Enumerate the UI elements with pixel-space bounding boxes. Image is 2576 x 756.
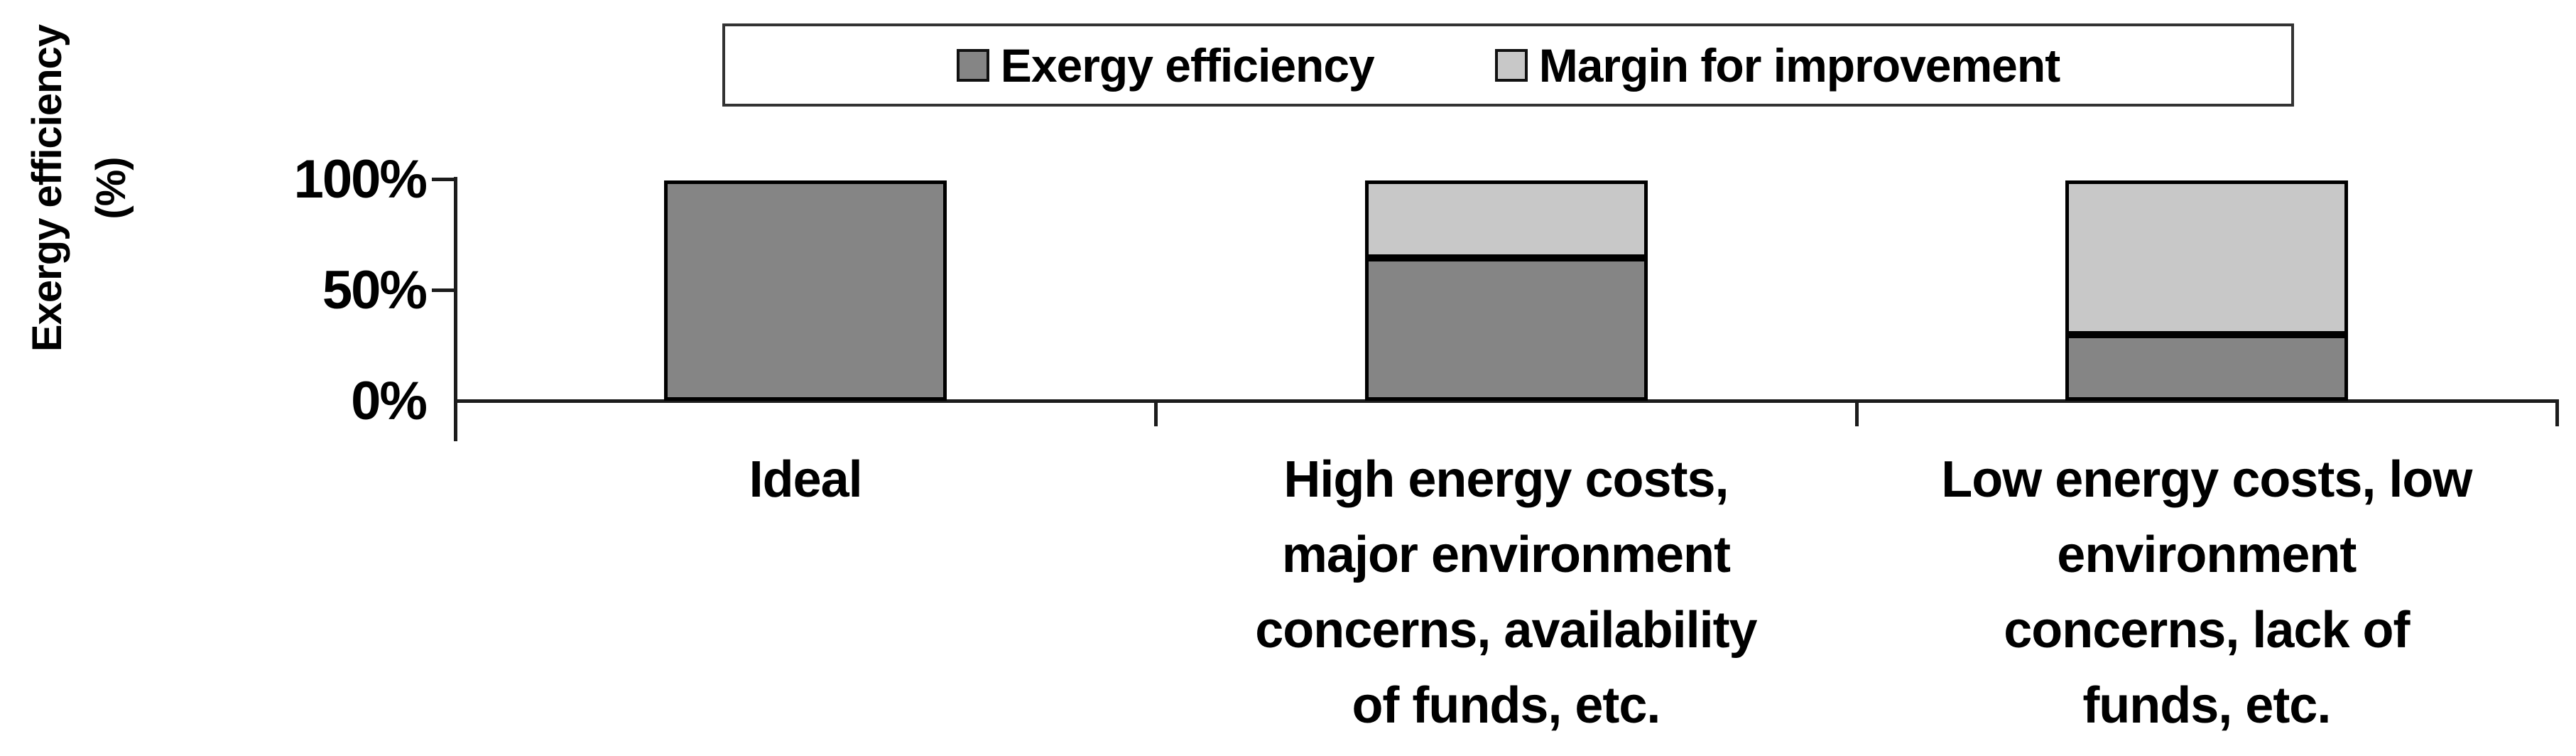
y-axis-line (454, 177, 457, 441)
bar-segment (1364, 180, 1648, 258)
legend-label-margin-for-improvement: Margin for improvement (1538, 38, 2060, 92)
x-axis-tick (1154, 399, 1158, 426)
category-label: High energy costs, major environment con… (1255, 451, 1757, 734)
legend-item-exergy-efficiency: Exergy efficiency (956, 38, 1375, 92)
y-axis-tick-50 (432, 288, 456, 292)
legend-item-margin-for-improvement: Margin for improvement (1494, 38, 2060, 92)
y-tick-label-50: 50% (322, 260, 428, 320)
bar-segment (664, 180, 947, 401)
x-axis-tick (2555, 399, 2559, 426)
legend-swatch-exergy-efficiency-icon (956, 48, 989, 82)
y-axis-title: Exergy efficiency (%) (1, 0, 158, 416)
legend-box: Exergy efficiency Margin for improvement (722, 23, 2294, 107)
x-axis-line (454, 399, 2559, 403)
y-axis-title-line1: Exergy efficiency (24, 24, 71, 352)
bar-segment (2065, 180, 2348, 335)
x-axis-tick (1854, 399, 1859, 426)
y-axis-tick-100 (432, 178, 456, 181)
y-tick-label-0: 0% (351, 371, 428, 431)
legend-label-exergy-efficiency: Exergy efficiency (1000, 38, 1375, 92)
legend-swatch-margin-for-improvement-icon (1494, 48, 1528, 82)
y-axis-title-line2: (%) (88, 157, 134, 220)
category-label: Ideal (749, 451, 863, 508)
bar-segment (1364, 257, 1648, 401)
bar-segment (2065, 335, 2348, 401)
y-tick-label-100: 100% (293, 149, 428, 210)
category-label: Low energy costs, low environment concer… (1941, 451, 2472, 734)
